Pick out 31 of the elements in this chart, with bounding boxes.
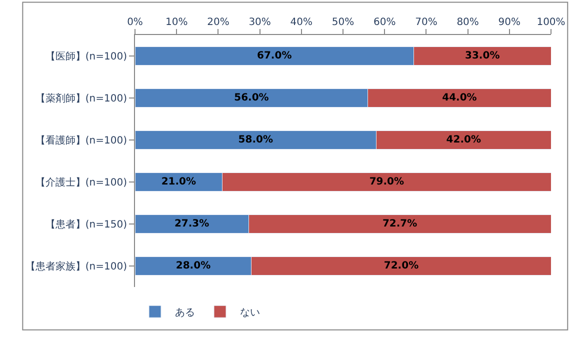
data-label: 72.7% [382, 218, 418, 230]
data-label: 44.0% [442, 92, 477, 104]
x-tick-label: 100% [536, 17, 566, 28]
y-tick-label: 【医師】(n=100) [45, 50, 128, 62]
x-tick-label: 0% [127, 17, 143, 28]
x-tick-label: 30% [248, 17, 271, 28]
y-tick-label: 【薬剤師】(n=100) [35, 92, 128, 104]
x-tick-label: 60% [373, 17, 396, 28]
y-tick-label: 【患者】(n=150) [45, 218, 128, 230]
data-label: 58.0% [238, 134, 273, 146]
x-tick-label: 50% [332, 17, 354, 28]
x-tick-label: 80% [456, 17, 479, 28]
y-tick-label: 【看護師】(n=100) [35, 134, 128, 146]
legend-label: ある [175, 307, 195, 318]
y-tick-label: 【介護士】(n=100) [35, 176, 128, 188]
data-label: 42.0% [446, 134, 481, 146]
data-label: 67.0% [257, 50, 292, 62]
x-tick-label: 70% [415, 17, 438, 28]
x-tick-label: 20% [207, 17, 230, 28]
x-tick-label: 10% [165, 17, 188, 28]
x-tick-label: 90% [498, 17, 521, 28]
data-label: 56.0% [234, 92, 269, 104]
legend-label: ない [240, 307, 260, 318]
data-label: 79.0% [369, 176, 404, 188]
data-label: 28.0% [176, 260, 211, 272]
data-label: 27.3% [174, 218, 210, 230]
x-tick-label: 40% [290, 17, 313, 28]
data-label: 21.0% [161, 176, 196, 188]
y-tick-label: 【患者家族】(n=100) [25, 260, 128, 272]
data-label: 33.0% [465, 50, 500, 62]
data-label: 72.0% [384, 260, 419, 272]
